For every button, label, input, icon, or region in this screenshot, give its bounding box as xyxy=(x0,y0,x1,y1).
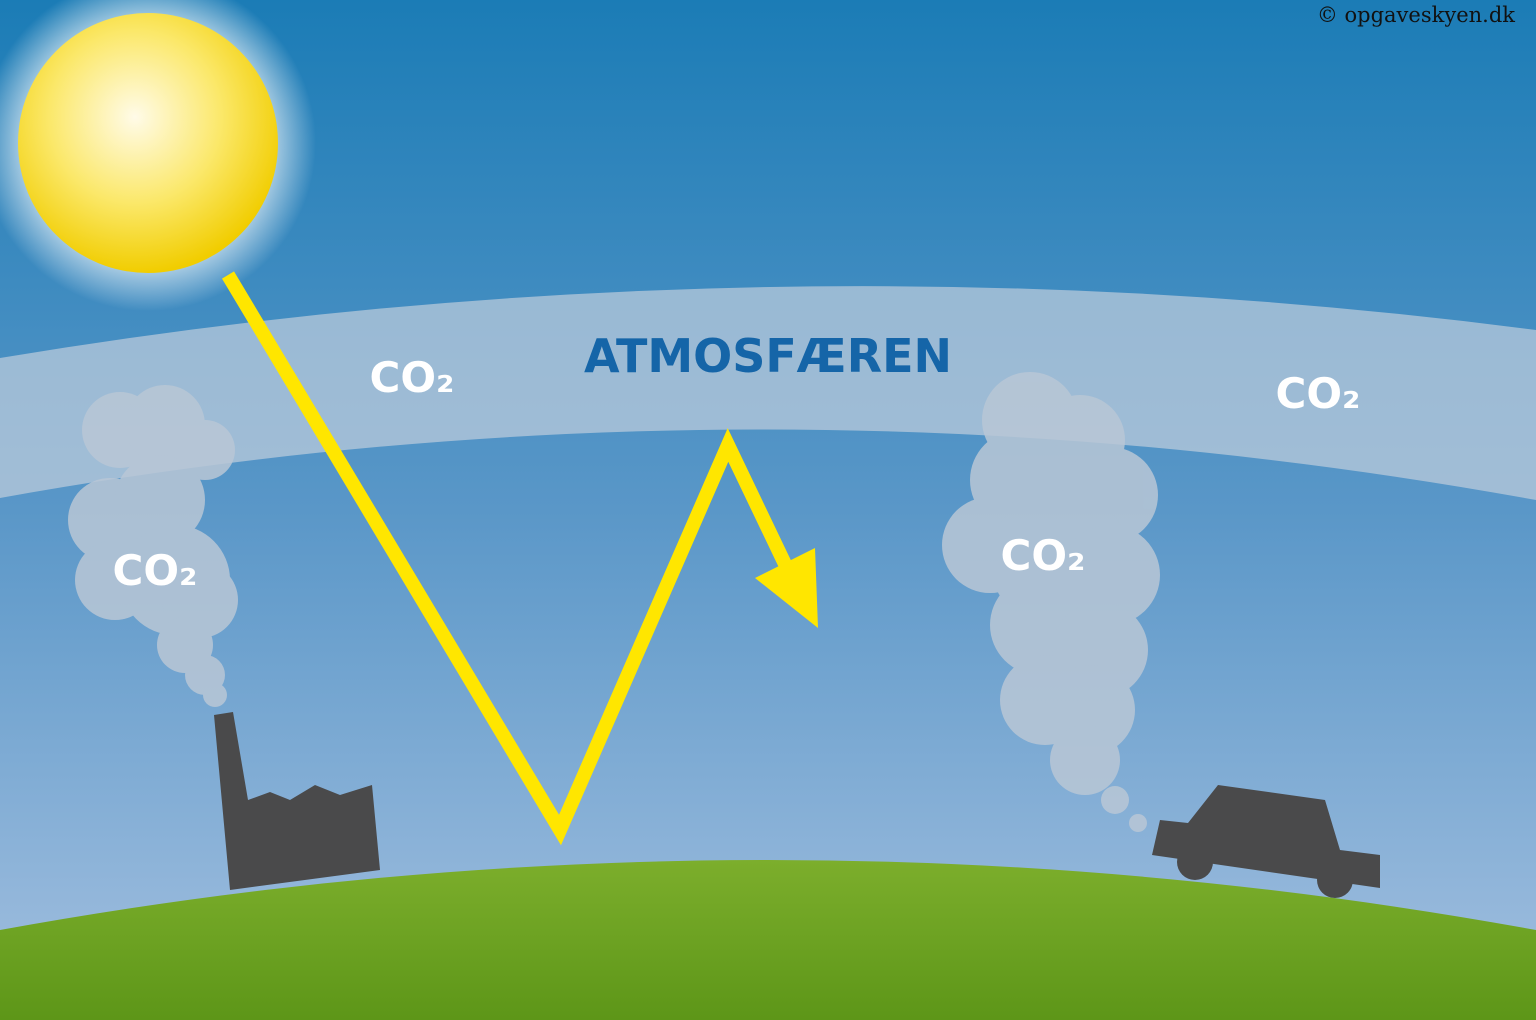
co2-label: CO₂ xyxy=(1276,369,1361,418)
page: ATMOSFÆREN CO₂ CO₂ CO₂ CO₂ © opgaveskyen… xyxy=(0,0,1536,1020)
atmosphere-label: ATMOSFÆREN xyxy=(584,329,952,383)
credit: © opgaveskyen.dk xyxy=(1317,3,1515,27)
sun xyxy=(18,13,278,273)
co2-label: CO₂ xyxy=(1001,531,1086,580)
co2-label: CO₂ xyxy=(370,353,455,402)
co2-label: CO₂ xyxy=(113,546,198,595)
greenhouse-diagram: ATMOSFÆREN CO₂ CO₂ CO₂ CO₂ © opgaveskyen… xyxy=(0,0,1536,1020)
